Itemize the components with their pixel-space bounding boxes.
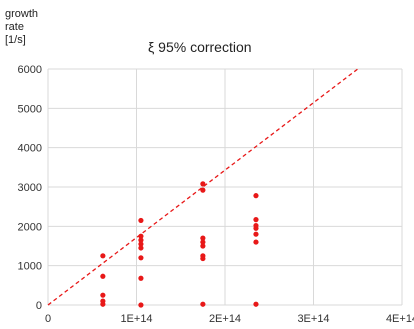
data-point <box>100 292 106 298</box>
data-point <box>200 235 206 241</box>
x-tick-label: 2E+14 <box>209 313 241 325</box>
data-point <box>138 275 144 281</box>
tick-labels: 0 1000 2000 3000 4000 5000 6000 0 1E+14 2E+14 3E+1… <box>18 64 414 325</box>
data-point <box>200 255 206 262</box>
data-point <box>100 273 106 279</box>
grid <box>47 68 403 306</box>
data-point <box>253 231 259 237</box>
y-axis-label-line: growth <box>5 8 39 20</box>
x-tick-label: 0 <box>45 313 51 325</box>
y-tick-label: 1000 <box>18 261 42 273</box>
data-point <box>138 255 144 261</box>
data-point <box>138 241 144 247</box>
data-point <box>138 233 144 239</box>
y-tick-label: 4000 <box>18 143 42 155</box>
x-tick-label: 4E+14 <box>386 313 414 325</box>
points-layer <box>100 181 259 308</box>
data-point <box>100 301 106 307</box>
y-tick-label: 0 <box>36 300 42 312</box>
reference-line <box>47 68 359 306</box>
data-point <box>200 301 206 307</box>
x-tick-label: 1E+14 <box>120 313 152 325</box>
data-point <box>200 239 206 245</box>
data-point <box>100 253 106 259</box>
data-point <box>200 243 206 249</box>
data-point <box>253 301 259 307</box>
data-point <box>138 245 144 251</box>
data-point <box>138 217 144 224</box>
reference-line-layer <box>47 68 359 306</box>
data-point <box>138 237 144 243</box>
y-tick-label: 6000 <box>18 64 42 76</box>
data-point <box>200 181 206 187</box>
data-point <box>253 225 259 231</box>
data-point <box>253 217 259 223</box>
y-axis-label: growth rate [1/s] <box>5 8 38 47</box>
data-point <box>200 187 206 193</box>
y-tick-label: 2000 <box>18 221 42 233</box>
data-point <box>253 193 259 199</box>
data-point <box>138 302 144 308</box>
chart-title: ξ 95% correction <box>148 39 252 55</box>
x-tick-label: 3E+14 <box>297 313 329 325</box>
y-axis-label-line: [1/s] <box>5 34 26 46</box>
y-axis-label-line: rate <box>5 21 24 33</box>
y-tick-label: 5000 <box>18 103 42 115</box>
y-tick-label: 3000 <box>18 182 42 194</box>
data-point <box>253 239 259 245</box>
